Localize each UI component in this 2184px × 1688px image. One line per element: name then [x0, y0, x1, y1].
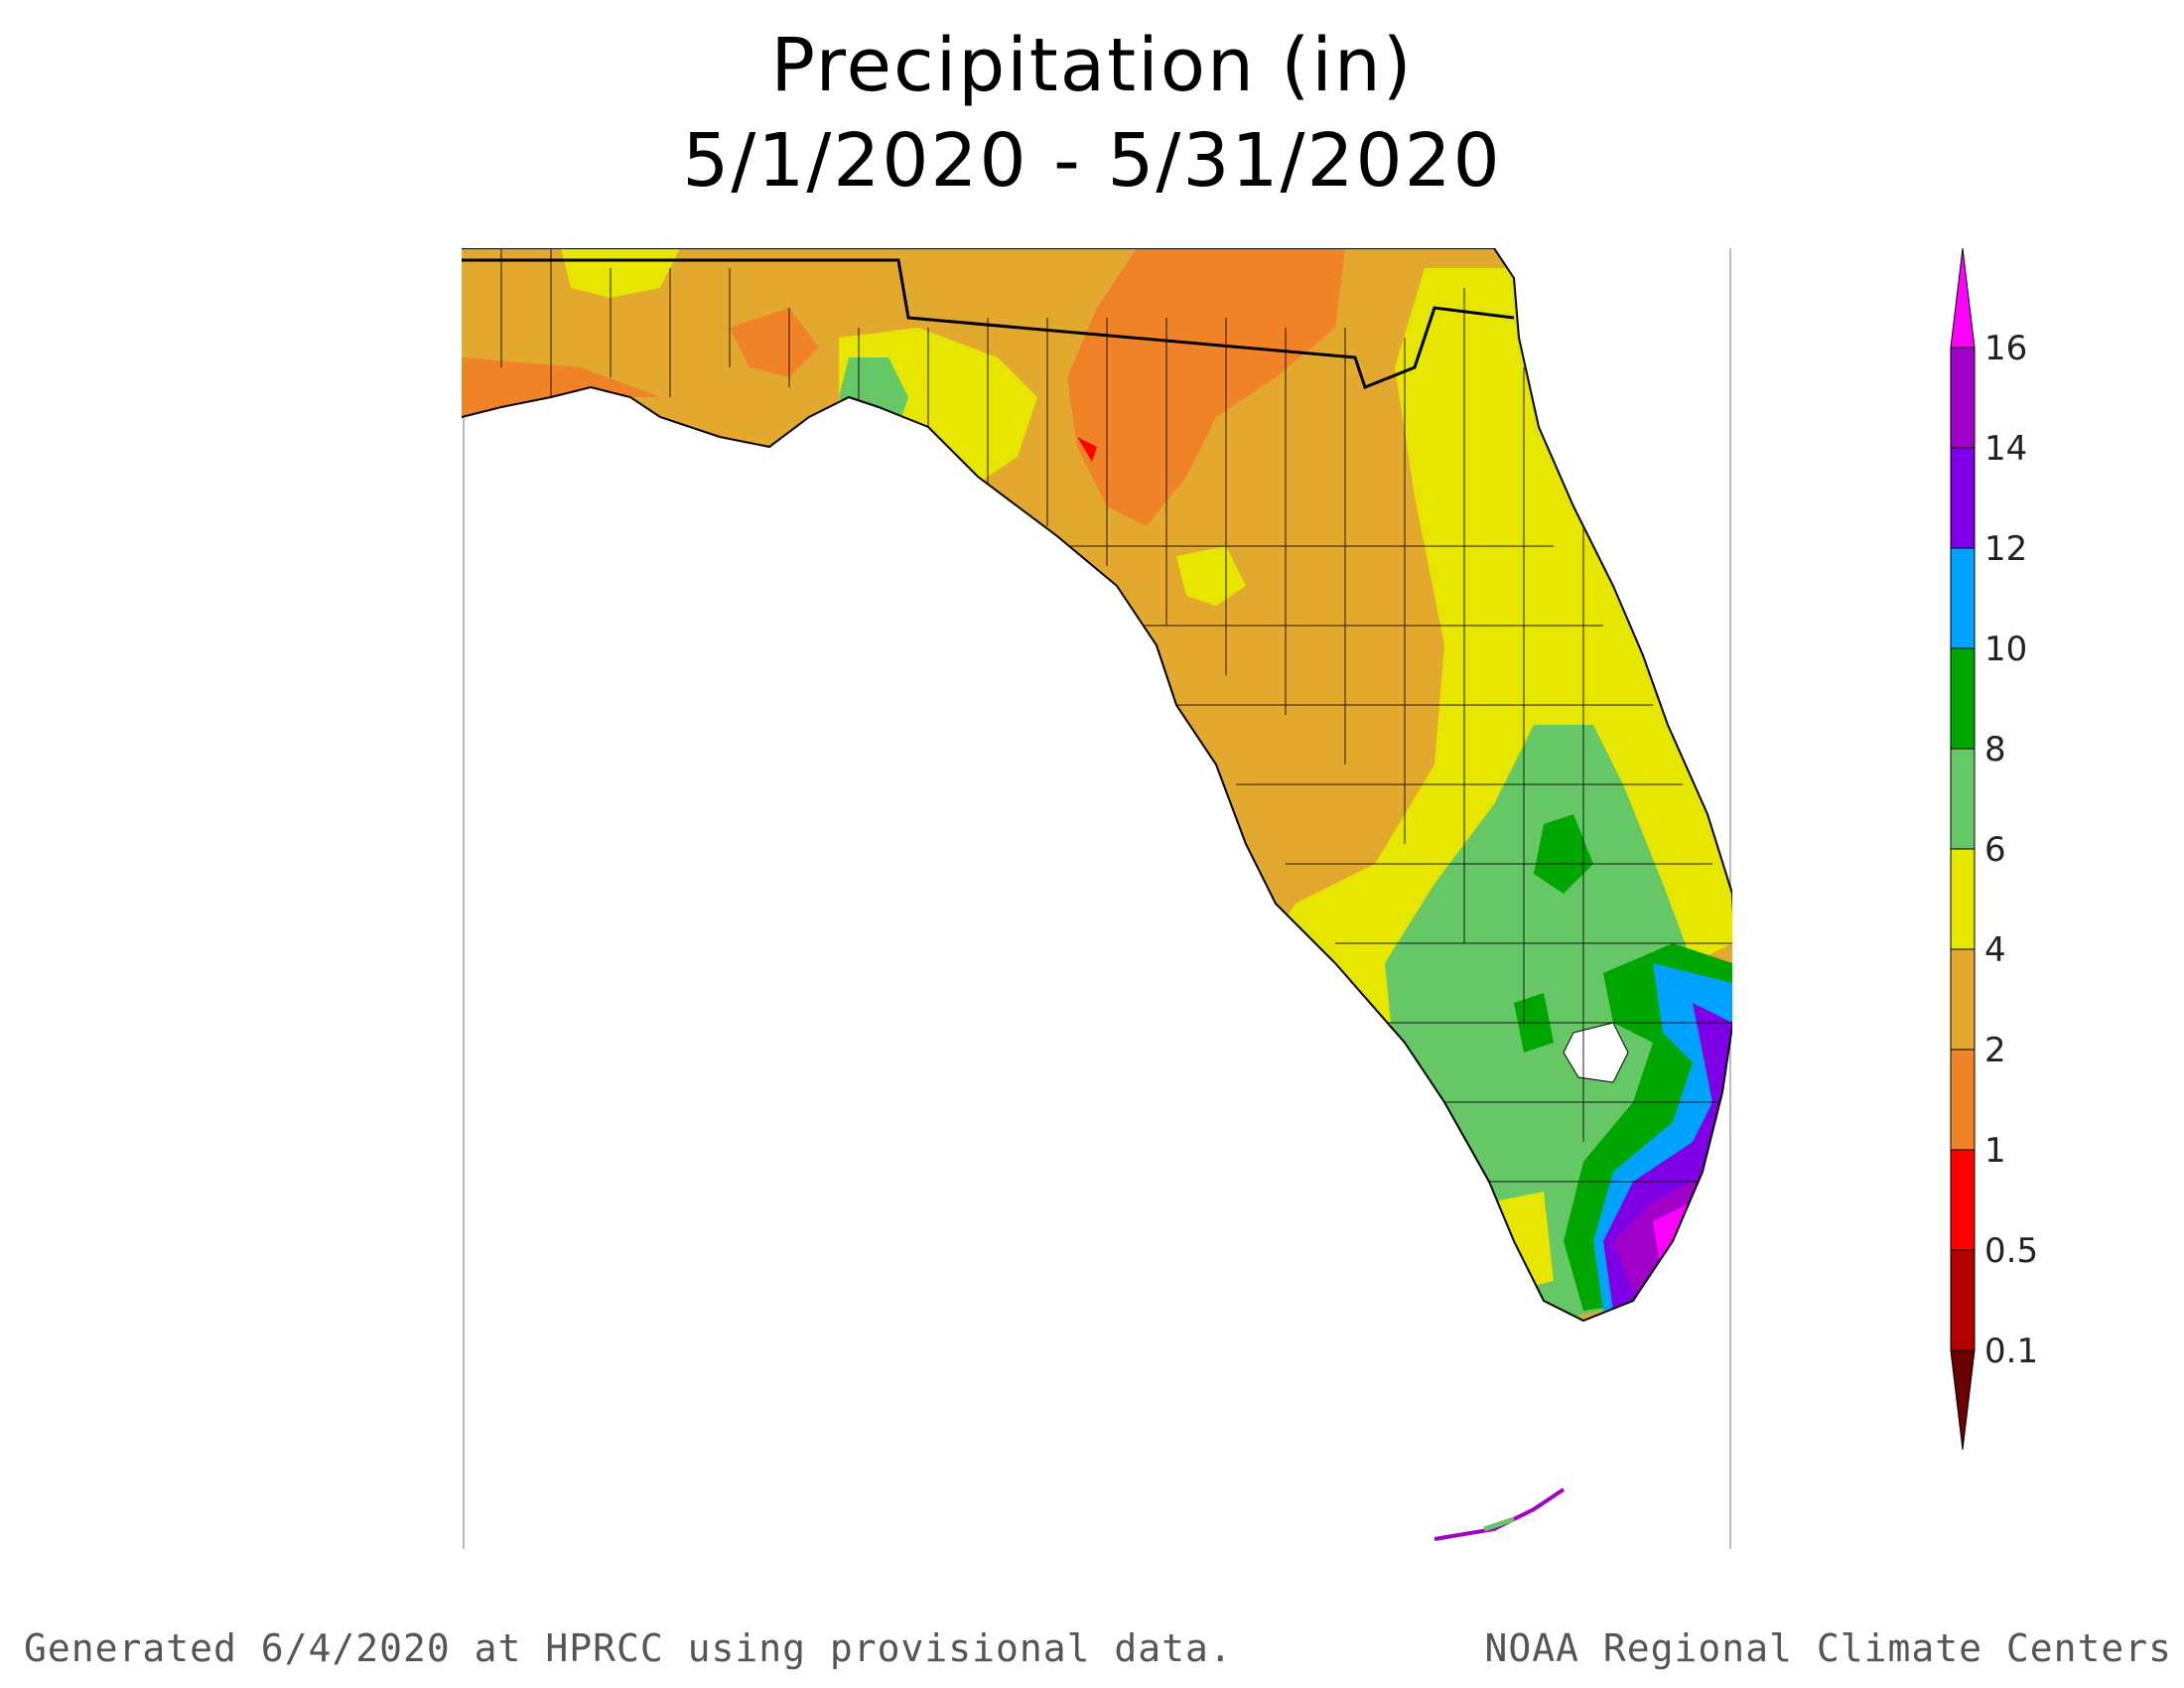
- legend-under-range-triangle: [1950, 1349, 1976, 1451]
- legend-tick-label: 2: [1984, 1031, 2006, 1070]
- precipitation-map: [462, 248, 1732, 1549]
- color-legend: 0.1 0.5 1 2 4 6 8 10 12 14 16: [1941, 247, 2060, 1451]
- legend-swatch: [1950, 347, 1976, 449]
- legend-over-range-triangle: [1950, 247, 1976, 349]
- legend-tick-label: 6: [1984, 830, 2006, 870]
- map-title: Precipitation (in) 5/1/2020 - 5/31/2020: [0, 18, 2184, 209]
- title-line-2: 5/1/2020 - 5/31/2020: [682, 118, 1502, 204]
- source-credit: NOAA Regional Climate Centers: [1484, 1626, 2172, 1670]
- precip-zone-0.5-1: [1077, 437, 1097, 462]
- legend-tick-label: 4: [1984, 930, 2006, 970]
- title-line-1: Precipitation (in): [770, 23, 1414, 108]
- legend-tick-label: 0.5: [1984, 1231, 2038, 1271]
- legend-swatch: [1950, 647, 1976, 750]
- legend-tick-label: 10: [1984, 630, 2027, 669]
- legend-swatch: [1950, 1249, 1976, 1351]
- legend-swatch: [1950, 1149, 1976, 1251]
- legend-swatch: [1950, 948, 1976, 1051]
- legend-tick-label: 1: [1984, 1131, 2006, 1171]
- legend-tick-label: 14: [1984, 429, 2027, 469]
- precip-zone-over-16: [1653, 1201, 1732, 1301]
- legend-swatch: [1950, 547, 1976, 649]
- legend-swatch: [1950, 748, 1976, 850]
- legend-swatch: [1950, 848, 1976, 950]
- precip-zone-1-2-north: [1067, 248, 1345, 526]
- legend-tick-label: 12: [1984, 529, 2027, 569]
- legend-swatch: [1950, 447, 1976, 549]
- legend-swatch: [1950, 1049, 1976, 1151]
- legend-tick-label: 16: [1984, 329, 2027, 368]
- legend-tick-label: 8: [1984, 730, 2006, 770]
- legend-tick-label: 0.1: [1984, 1332, 2038, 1371]
- generated-note: Generated 6/4/2020 at HPRCC using provis…: [24, 1626, 1233, 1670]
